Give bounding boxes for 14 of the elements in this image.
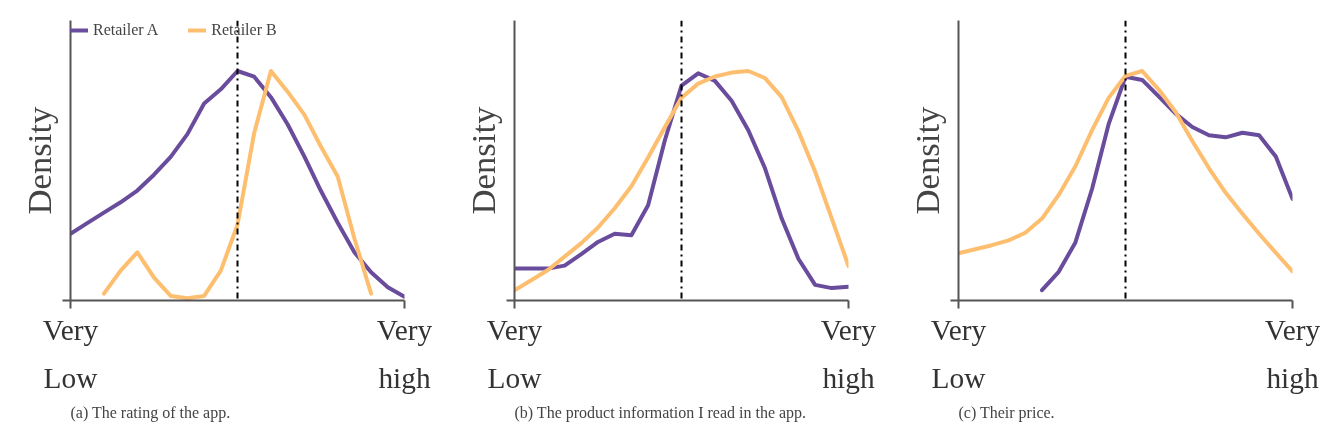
x-tick-label: Very Low [486,313,543,394]
x-tick-label: Very high [820,313,877,394]
x-tick-label: Very Low [42,313,99,394]
x-tick-label: Very high [376,313,433,394]
text: (c) Their price. [958,403,1055,422]
text: (b) The product information I read in the app. [514,403,807,422]
legend-label: Retailer A [93,21,159,39]
y-axis-title: Density [463,105,502,215]
x-tick-label: Very high [1264,313,1321,394]
y-axis-title: Density [907,105,946,215]
x-tick-label: Very Low [930,313,987,394]
y-axis-title: Density [19,105,58,215]
legend-label: Retailer B [211,21,277,39]
text: (a) The rating of the app. [70,403,231,422]
